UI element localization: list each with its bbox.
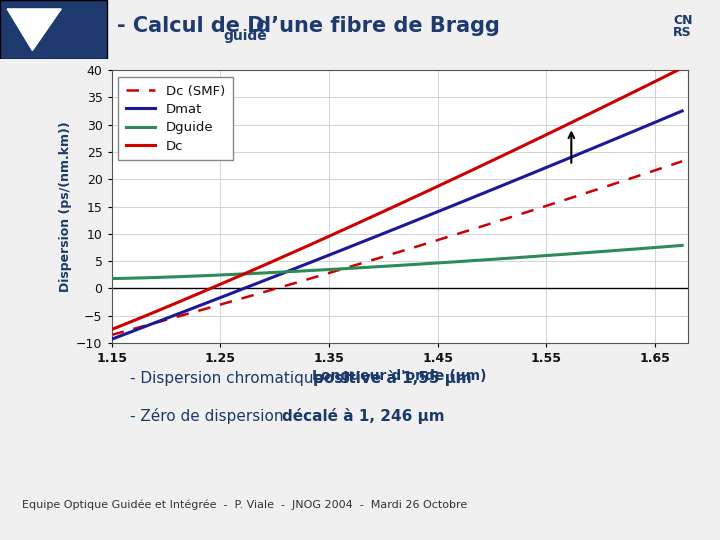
Text: positive à 1,55 μm: positive à 1,55 μm	[313, 370, 472, 386]
FancyBboxPatch shape	[0, 0, 107, 59]
Text: - Zéro de dispersion: - Zéro de dispersion	[130, 408, 288, 424]
Text: décalé à 1, 246 μm: décalé à 1, 246 μm	[282, 408, 445, 424]
Text: - Calcul de D: - Calcul de D	[117, 16, 264, 36]
Y-axis label: Dispersion (ps/(nm.km)): Dispersion (ps/(nm.km))	[59, 121, 72, 292]
Text: CN
RS: CN RS	[673, 14, 693, 39]
Text: d’une fibre de Bragg: d’une fibre de Bragg	[249, 16, 500, 36]
Text: Equipe Optique Guidée et Intégrée  -  P. Viale  -  JNOG 2004  -  Mardi 26 Octobr: Equipe Optique Guidée et Intégrée - P. V…	[22, 500, 467, 510]
X-axis label: Longueur d'onde (μm): Longueur d'onde (μm)	[312, 369, 487, 383]
Text: guide: guide	[223, 29, 267, 43]
Text: - Dispersion chromatique: - Dispersion chromatique	[130, 370, 328, 386]
Polygon shape	[7, 9, 61, 51]
Legend: Dc (SMF), Dmat, Dguide, Dc: Dc (SMF), Dmat, Dguide, Dc	[118, 77, 233, 160]
